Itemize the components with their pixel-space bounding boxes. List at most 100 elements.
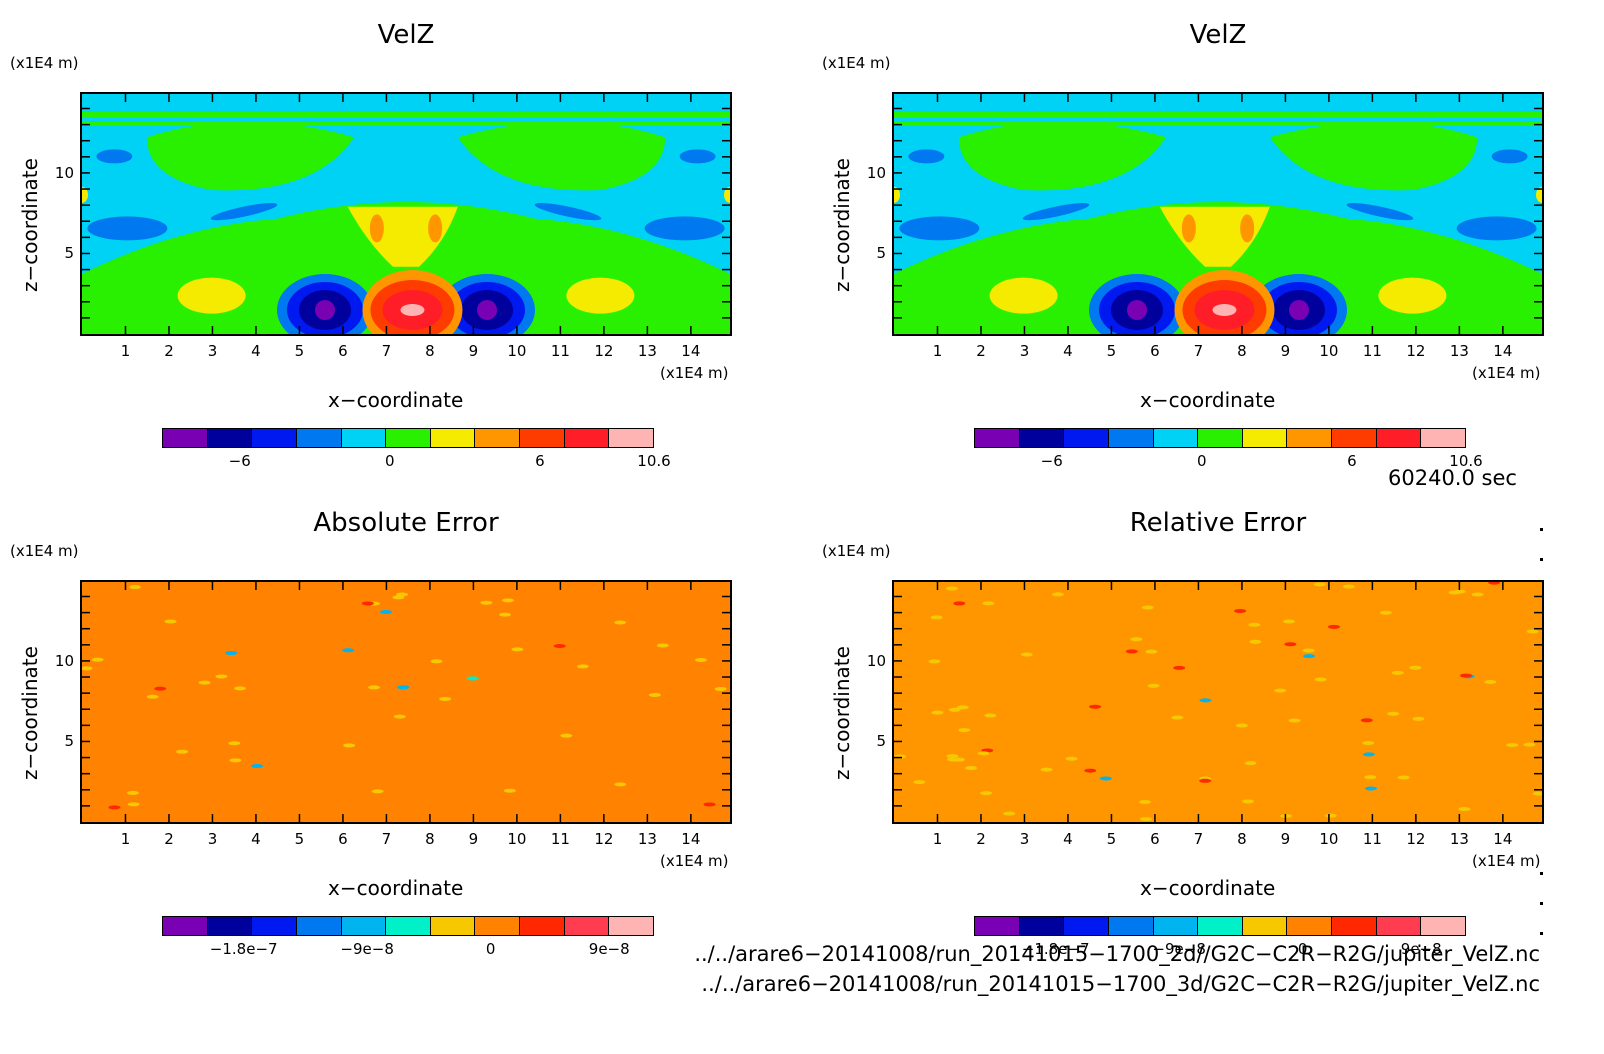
x-tick-label: 14 (681, 342, 701, 360)
colorbar-tick-label: −9e−8 (1152, 940, 1206, 958)
colorbar-swatch (609, 917, 654, 935)
x-tick-label: 2 (976, 342, 986, 360)
colorbar-swatch (1421, 429, 1466, 447)
colorbar-tick-label: 10.6 (1449, 452, 1483, 470)
x-tick-label: 12 (594, 830, 614, 848)
colorbar-swatch (1064, 429, 1109, 447)
x-axis-label: x−coordinate (328, 388, 464, 412)
colorbar-swatch (520, 917, 565, 935)
colorbar-swatch (1287, 429, 1333, 447)
decor-dot (1540, 872, 1543, 875)
x-tick-label: 2 (164, 342, 174, 360)
x-tick-label: 4 (251, 830, 261, 848)
colorbar-swatch (386, 429, 431, 447)
colorbar-tick-label: 6 (535, 452, 545, 470)
x-tick-label: 5 (1106, 342, 1117, 360)
colorbar-swatch (1242, 429, 1288, 447)
x-tick-label: 3 (207, 342, 218, 360)
colorbar-swatch (1376, 917, 1422, 935)
colorbar-swatch (1287, 917, 1333, 935)
panel-rel-error: Relative Error (x1E4 m) 1 2 3 4 5 6 7 8 9 10 11 12 13 1… (812, 488, 1604, 968)
y-unit-label: (x1E4 m) (822, 54, 891, 72)
x-tick-label: 12 (1406, 342, 1426, 360)
decor-dot (1540, 558, 1543, 561)
x-tick-label: 12 (594, 342, 614, 360)
colorbar-tick-label: −1.8e−7 (1021, 940, 1090, 958)
x-tick-label: 7 (381, 830, 392, 848)
x-tick-label: 6 (338, 830, 348, 848)
x-axis-label: x−coordinate (328, 876, 464, 900)
panel-velz-3d: VelZ (x1E4 m) 1 2 3 4 5 6 7 8 9 10 11 12 13 14 10 5 (x1E4 … (812, 0, 1604, 480)
y-tick-label: 10 (54, 651, 74, 670)
y-tick-label: 5 (64, 732, 74, 751)
colorbar-swatch (1242, 917, 1288, 935)
colorbar-swatch (296, 429, 342, 447)
y-unit-label: (x1E4 m) (822, 542, 891, 560)
x-tick-label: 8 (1237, 342, 1247, 360)
x-tick-label: 6 (1150, 830, 1160, 848)
x-tick-label: 8 (425, 830, 435, 848)
x-tick-label: 2 (976, 830, 986, 848)
colorbar-swatch (1376, 429, 1422, 447)
x-tick-label: 13 (637, 342, 657, 360)
x-tick-label: 8 (1237, 830, 1247, 848)
x-tick-label: 9 (1280, 342, 1291, 360)
colorbar-swatch (1198, 917, 1243, 935)
colorbar-swatch (163, 917, 208, 935)
colorbar-swatch (975, 429, 1020, 447)
x-tick-label: 9 (468, 830, 479, 848)
x-tick-label: 3 (1019, 342, 1030, 360)
x-unit-label: (x1E4 m) (660, 364, 729, 382)
y-tick-label: 5 (64, 244, 74, 263)
x-tick-label: 11 (550, 342, 570, 360)
x-unit-label: (x1E4 m) (660, 852, 729, 870)
decor-dot (1540, 902, 1543, 905)
colorbar-tick-label: 0 (1297, 940, 1308, 958)
x-tick-label: 10 (1319, 830, 1339, 848)
x-tick-label: 3 (1019, 830, 1030, 848)
colorbar-swatch (475, 429, 521, 447)
x-tick-label: 10 (507, 342, 527, 360)
file-path-2d: ../../arare6−20141008/run_20141015−1700_… (694, 942, 1540, 966)
y-tick-label: 10 (54, 163, 74, 182)
x-tick-label: 1 (120, 830, 131, 848)
x-tick-label: 13 (1449, 342, 1469, 360)
y-tick-label: 5 (876, 732, 886, 751)
y-tick-label: 10 (866, 163, 886, 182)
colorbar-tick-label: 9e−8 (1400, 940, 1442, 958)
x-unit-label: (x1E4 m) (1472, 364, 1541, 382)
colorbar-swatch (1019, 429, 1065, 447)
colorbar-swatch (207, 429, 253, 447)
x-tick-label: 9 (468, 342, 479, 360)
x-tick-label: 10 (1319, 342, 1339, 360)
colorbar-swatch (252, 917, 297, 935)
colorbar-swatch (430, 917, 476, 935)
colorbar-swatch (1064, 917, 1109, 935)
colorbar (162, 916, 654, 936)
colorbar-swatch (475, 917, 521, 935)
x-tick-label: 9 (1280, 830, 1291, 848)
colorbar-swatch (609, 429, 654, 447)
panel-abs-error: Absolute Error (x1E4 m) 1 2 3 4 5 6 7 8 9 10 11 12 13 1… (0, 488, 800, 968)
colorbar-swatch (207, 917, 253, 935)
y-axis-label: z−coordinate (18, 158, 42, 292)
colorbar-swatch (1153, 917, 1199, 935)
colorbar-swatch (1332, 429, 1377, 447)
x-tick-label: 7 (381, 342, 392, 360)
x-tick-label: 10 (507, 830, 527, 848)
colorbar-tick-label: 0 (1197, 452, 1207, 470)
x-tick-label: 8 (425, 342, 435, 360)
panel-title: VelZ (377, 20, 435, 50)
x-tick-label: 5 (1106, 830, 1117, 848)
x-tick-label: 7 (1193, 342, 1204, 360)
x-tick-label: 1 (932, 342, 943, 360)
x-tick-label: 7 (1193, 830, 1204, 848)
contour-field (894, 94, 1542, 334)
x-tick-label: 14 (681, 830, 701, 848)
colorbar-swatch (296, 917, 342, 935)
colorbar-tick-label: 0 (385, 452, 395, 470)
x-tick-label: 4 (1063, 342, 1073, 360)
colorbar-swatch (564, 429, 610, 447)
x-tick-label: 6 (338, 342, 348, 360)
x-tick-label: 1 (932, 830, 943, 848)
